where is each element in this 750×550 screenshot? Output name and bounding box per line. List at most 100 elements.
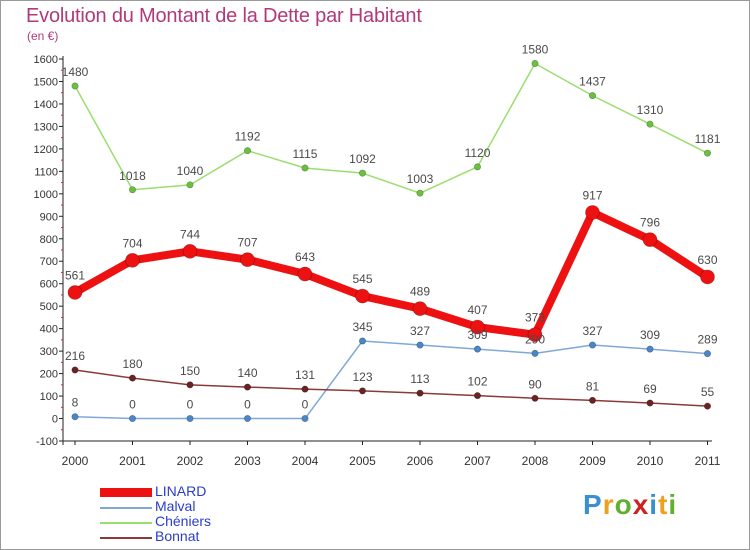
data-label: 180	[122, 357, 142, 371]
data-point	[585, 205, 600, 220]
data-point	[473, 345, 481, 353]
data-label: 345	[352, 320, 372, 334]
data-point	[129, 374, 137, 382]
y-tick-label: 1200	[34, 144, 58, 156]
data-label: 373	[525, 311, 545, 325]
data-point	[531, 59, 539, 67]
data-point	[646, 120, 654, 128]
data-point	[588, 92, 596, 100]
data-label: 150	[180, 364, 200, 378]
x-tick-label: 2008	[522, 454, 549, 468]
data-label: 489	[410, 285, 430, 299]
data-label: 1092	[349, 152, 376, 166]
data-label: 131	[295, 368, 315, 382]
legend-label-linard: LINARD	[155, 483, 207, 499]
data-label: 1040	[177, 164, 204, 178]
data-point	[470, 319, 485, 335]
y-tick-label: 300	[40, 346, 58, 358]
data-point	[71, 413, 79, 421]
y-tick-label: 500	[40, 301, 58, 313]
data-label: 69	[643, 382, 657, 396]
data-point	[358, 387, 366, 395]
y-tick-label: 1500	[34, 76, 58, 88]
data-label: 0	[302, 398, 309, 412]
y-tick-label: 400	[40, 324, 58, 336]
data-label: 327	[582, 324, 602, 338]
y-tick-label: 900	[40, 211, 58, 223]
legend-label-malval: Malval	[155, 498, 196, 514]
x-tick-label: 2000	[62, 454, 89, 468]
data-label: 123	[352, 370, 372, 384]
data-point	[473, 392, 481, 400]
data-label: 561	[65, 268, 85, 282]
data-point	[588, 341, 596, 349]
data-point	[71, 366, 79, 374]
data-point	[703, 350, 711, 358]
data-label: 545	[352, 272, 372, 286]
data-label: 55	[701, 385, 715, 399]
data-point	[358, 337, 366, 345]
x-tick-label: 2003	[234, 454, 261, 468]
y-tick-label: -100	[36, 436, 58, 448]
data-label: 1192	[235, 130, 261, 144]
legend-label-cheniers: Chéniers	[155, 513, 212, 529]
data-point	[129, 186, 137, 194]
data-point	[297, 266, 313, 282]
data-label: 744	[180, 227, 200, 241]
data-label: 216	[65, 349, 85, 363]
data-point	[301, 385, 309, 393]
y-tick-label: 100	[40, 391, 58, 403]
data-label: 917	[582, 188, 602, 202]
y-tick-label: 200	[40, 369, 58, 381]
data-point	[244, 383, 252, 391]
x-tick-label: 2010	[637, 454, 664, 468]
x-tick-label: 2009	[579, 454, 606, 468]
legend-swatch-linard	[100, 488, 152, 497]
data-point	[646, 399, 654, 407]
data-point	[244, 147, 252, 155]
x-tick-label: 2001	[119, 454, 146, 468]
data-label: 643	[295, 250, 315, 264]
data-label: 1003	[407, 172, 434, 186]
logo-letter: x	[632, 489, 650, 520]
legend-label-bonnat: Bonnat	[155, 528, 200, 544]
data-point	[301, 164, 309, 172]
data-point	[531, 394, 539, 402]
chart-title: Evolution du Montant de la Dette par Hab…	[26, 5, 422, 27]
data-point	[700, 269, 715, 285]
series-line-3	[74, 369, 709, 407]
data-label: 90	[528, 377, 542, 391]
data-point	[355, 288, 370, 304]
data-point	[416, 341, 424, 349]
data-label: 1115	[293, 147, 318, 161]
data-point	[182, 244, 198, 259]
data-label: 327	[410, 324, 430, 338]
logo-letter: r	[602, 489, 615, 520]
data-point	[473, 163, 481, 171]
legend: LINARD Malval Chéniers Bonnat	[100, 483, 300, 545]
legend-swatch-bonnat	[100, 537, 152, 539]
legend-swatch-cheniers	[100, 522, 152, 524]
x-tick-label: 2004	[292, 454, 319, 468]
x-tick-label: 2007	[464, 454, 491, 468]
data-label: 8	[72, 396, 79, 410]
logo-letter: i	[668, 489, 678, 520]
data-point	[703, 402, 711, 410]
series-line-2	[74, 62, 709, 194]
data-point	[240, 252, 255, 267]
x-tick-label: 2005	[349, 454, 376, 468]
data-point	[527, 327, 543, 343]
y-tick-label: 1100	[34, 166, 58, 178]
data-point	[186, 415, 194, 423]
data-point	[416, 389, 424, 397]
data-point	[416, 189, 424, 197]
y-tick-label: 800	[40, 234, 58, 246]
data-point	[642, 232, 658, 247]
data-label: 1480	[62, 65, 89, 79]
legend-item-linard: LINARD	[100, 483, 300, 500]
data-point	[125, 253, 140, 268]
series-line-0	[71, 208, 712, 339]
proxiti-logo: Proxiti	[583, 489, 677, 521]
